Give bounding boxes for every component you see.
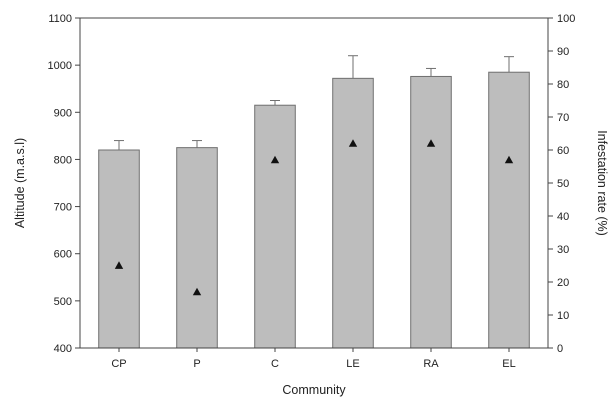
markers-group bbox=[114, 139, 514, 296]
marker-EL bbox=[504, 155, 514, 164]
bar-P bbox=[176, 147, 218, 349]
marker-LE bbox=[348, 139, 358, 147]
bar-LE bbox=[332, 77, 374, 349]
bar-C bbox=[254, 104, 296, 349]
x-tick-label-CP: CP bbox=[111, 358, 126, 370]
y2-tick-label-70: 70 bbox=[557, 112, 569, 124]
axes-group bbox=[79, 17, 549, 349]
y2-tick-label-40: 40 bbox=[557, 211, 569, 223]
y-tick-label-400: 400 bbox=[54, 343, 72, 355]
bar-RA bbox=[410, 75, 452, 349]
y2-tick-label-100: 100 bbox=[557, 13, 575, 25]
y2-tick-label-20: 20 bbox=[557, 277, 569, 289]
y2-tick-label-90: 90 bbox=[557, 46, 569, 58]
y2-tick-label-30: 30 bbox=[557, 244, 569, 256]
y2-tick-label-0: 0 bbox=[557, 343, 563, 355]
bars-group bbox=[98, 71, 530, 349]
y-tick-label-900: 900 bbox=[54, 107, 72, 119]
y-axis-title: Altitude (m.a.s.l) bbox=[13, 138, 27, 228]
y2-tick-label-50: 50 bbox=[557, 178, 569, 190]
y-tick-label-700: 700 bbox=[54, 202, 72, 214]
y-tick-label-1000: 1000 bbox=[48, 60, 72, 72]
y-tick-label-500: 500 bbox=[54, 296, 72, 308]
ticks-group: CP P C LE RA EL 400 500 600 700 800 900 1000 1100 0 10 2… bbox=[48, 13, 576, 370]
y-tick-label-800: 800 bbox=[54, 154, 72, 166]
plot-frame bbox=[79, 17, 549, 349]
bar-CP bbox=[98, 149, 140, 349]
y-tick-label-600: 600 bbox=[54, 249, 72, 261]
y-tick-label-1100: 1100 bbox=[48, 13, 72, 25]
marker-C bbox=[270, 155, 280, 164]
y2-axis-title: Infestation rate (%) bbox=[595, 130, 608, 236]
error-bars-group bbox=[114, 55, 514, 150]
x-tick-label-RA: RA bbox=[423, 358, 439, 370]
x-tick-label-LE: LE bbox=[346, 358, 359, 370]
y2-tick-label-60: 60 bbox=[557, 145, 569, 157]
x-tick-label-EL: EL bbox=[502, 358, 515, 370]
y2-tick-label-10: 10 bbox=[557, 310, 569, 322]
x-tick-label-P: P bbox=[193, 358, 200, 370]
y2-tick-label-80: 80 bbox=[557, 79, 569, 91]
x-tick-label-C: C bbox=[271, 358, 279, 370]
x-axis-title: Community bbox=[282, 383, 346, 397]
marker-CP bbox=[114, 261, 124, 269]
marker-P bbox=[192, 287, 202, 296]
bar-EL bbox=[488, 71, 530, 349]
marker-RA bbox=[426, 139, 436, 147]
